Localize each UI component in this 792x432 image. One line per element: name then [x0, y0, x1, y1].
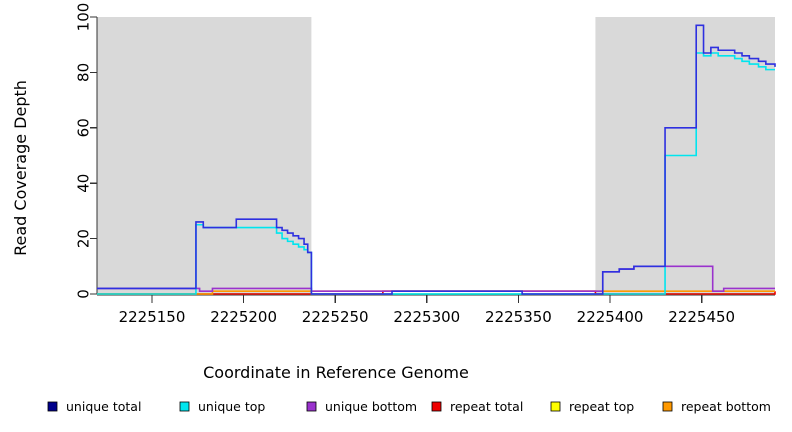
- tick-label-layer: 0 20 40 60 80 100 2225150 2225200 2225250 2225300…: [75, 3, 736, 326]
- legend-label-unique-bottom: unique bottom: [325, 399, 417, 414]
- legend-label-repeat-total: repeat total: [450, 399, 523, 414]
- legend-swatch-repeat-top: [550, 401, 561, 412]
- left-repeat-band: [97, 17, 312, 294]
- legend-swatch-unique-top: [179, 401, 190, 412]
- legend-label-repeat-bottom: repeat bottom: [681, 399, 771, 414]
- legend-label-unique-top: unique top: [198, 399, 265, 414]
- legend-label-repeat-top: repeat top: [569, 399, 634, 414]
- x-tick-label: 2225150: [119, 308, 186, 326]
- x-tick-label: 2225450: [668, 308, 735, 326]
- legend-label-unique-total: unique total: [66, 399, 141, 414]
- y-tick-label: 60: [75, 118, 93, 137]
- chart-legend: unique total unique top unique bottom repea…: [47, 399, 771, 414]
- y-axis-title: Read Coverage Depth: [11, 80, 30, 256]
- x-tick-label: 2225200: [210, 308, 277, 326]
- y-tick-label: 0: [75, 289, 93, 299]
- series-unique-total: [97, 24, 776, 295]
- y-tick-label: 40: [75, 174, 93, 193]
- y-tick-label: 100: [75, 3, 93, 32]
- axis-layer: [90, 16, 775, 303]
- y-tick-label: 80: [75, 63, 93, 82]
- y-tick-label: 20: [75, 229, 93, 248]
- legend-swatch-unique-bottom: [306, 401, 317, 412]
- x-tick-label: 2225250: [302, 308, 369, 326]
- legend-swatch-repeat-total: [431, 401, 442, 412]
- legend-swatch-repeat-bottom: [662, 401, 673, 412]
- x-tick-label: 2225400: [577, 308, 644, 326]
- series-unique-top: [97, 52, 775, 295]
- x-tick-label: 2225350: [485, 308, 552, 326]
- x-axis-title: Coordinate in Reference Genome: [203, 363, 469, 382]
- shaded-region-layer: [97, 17, 775, 294]
- series-unique-bottom: [97, 265, 775, 293]
- x-tick-label: 2225300: [393, 308, 460, 326]
- legend-swatch-unique-total: [47, 401, 58, 412]
- data-series-layer: [97, 24, 776, 295]
